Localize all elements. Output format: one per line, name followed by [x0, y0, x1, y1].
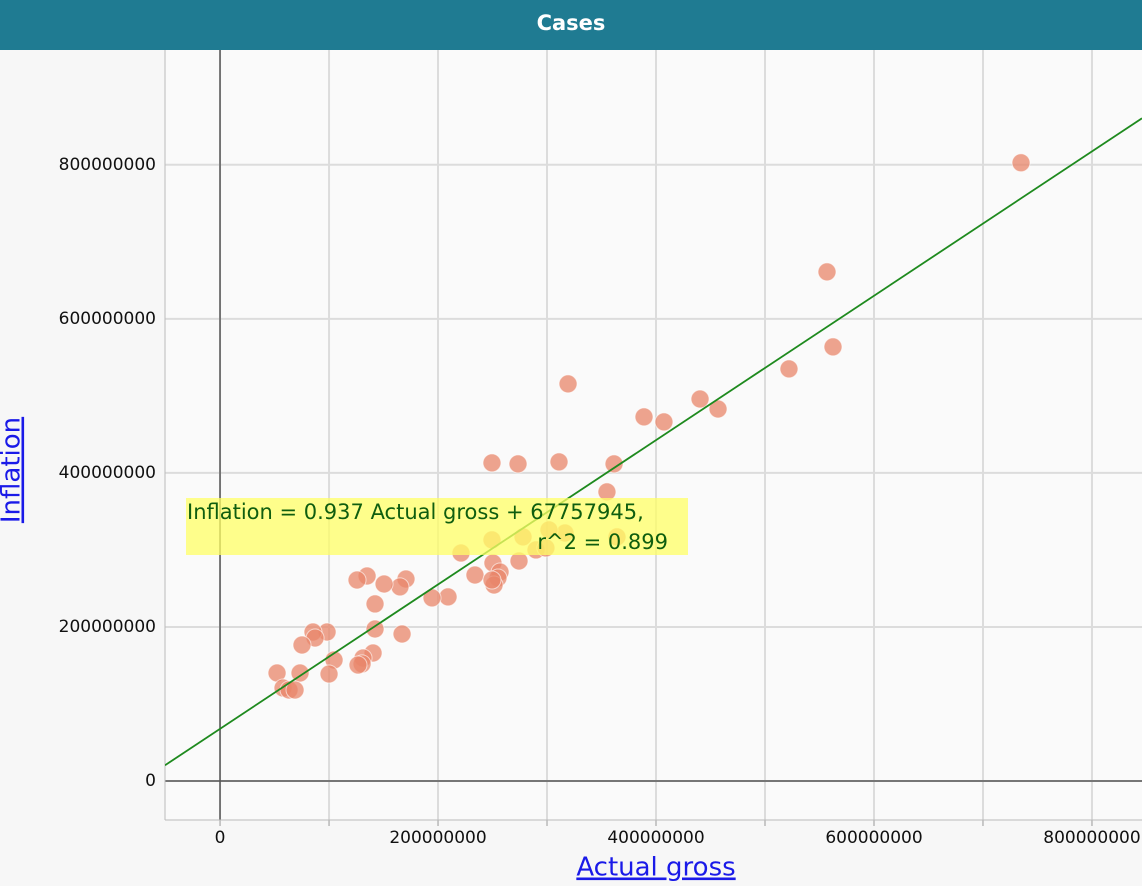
point [604, 454, 624, 474]
x-tick-label: 400000000 [607, 828, 704, 848]
point [823, 337, 843, 357]
x-tick-label: 800000000 [1043, 828, 1140, 848]
point [390, 577, 410, 597]
chart-title: Cases [537, 11, 606, 35]
point [348, 655, 368, 675]
x-axis-label[interactable]: Actual gross [576, 853, 735, 883]
y-tick-label: 800000000 [59, 155, 156, 175]
y-tick-label: 400000000 [59, 463, 156, 483]
point [482, 453, 502, 473]
header [0, 0, 1142, 50]
point [392, 624, 412, 644]
y-axis-label[interactable]: Inflation [0, 417, 27, 523]
point [508, 454, 528, 474]
y-tick-label: 600000000 [59, 309, 156, 329]
x-tick-label: 0 [215, 828, 226, 848]
point [654, 412, 674, 432]
fit-line [165, 117, 1142, 767]
point [634, 407, 654, 427]
x-tick-label: 200000000 [389, 828, 486, 848]
point [438, 587, 458, 607]
point [365, 594, 385, 614]
y-tick-label: 0 [145, 771, 156, 791]
point [549, 452, 569, 472]
point [374, 574, 394, 594]
plot-area [165, 50, 1142, 820]
point [1011, 153, 1031, 173]
point [319, 664, 339, 684]
fit-label-box [186, 498, 688, 555]
x-tick-label: 600000000 [825, 828, 922, 848]
point [558, 374, 578, 394]
y-tick-label: 200000000 [59, 617, 156, 637]
point [292, 635, 312, 655]
point [465, 565, 485, 585]
fit-label: Inflation = 0.937 Actual gross + 6775794… [187, 500, 644, 524]
point [779, 359, 799, 379]
point [482, 570, 502, 590]
point [690, 389, 710, 409]
point [817, 262, 837, 282]
point [285, 680, 305, 700]
fit-label: r^2 = 0.899 [537, 530, 668, 554]
point [365, 619, 385, 639]
point [347, 570, 367, 590]
